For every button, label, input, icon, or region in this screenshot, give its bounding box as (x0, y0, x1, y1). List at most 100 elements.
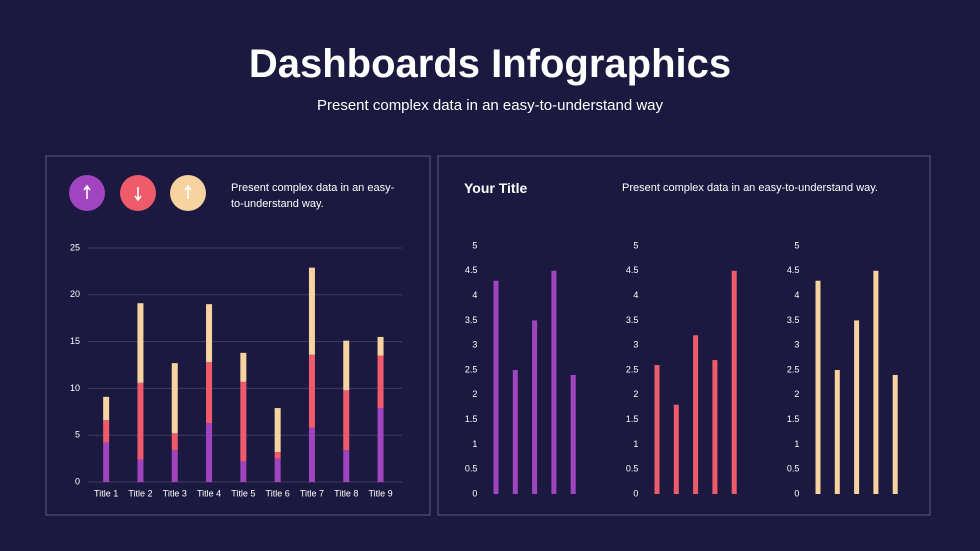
bar (673, 404, 679, 494)
bar-segment (308, 354, 315, 428)
x-tick-label: Title 3 (163, 488, 187, 498)
y-tick-label: 0.5 (465, 464, 478, 474)
y-tick-label: 2.5 (787, 364, 800, 374)
bar-segment (171, 433, 178, 451)
bar-segment (137, 459, 144, 482)
bar (493, 280, 499, 494)
bar-segment (343, 390, 350, 451)
y-tick-label: 1 (794, 439, 799, 449)
x-tick-label: Title 4 (197, 488, 221, 498)
bar-segment (103, 442, 110, 482)
x-tick-label: Title 6 (266, 488, 290, 498)
bar-segment (240, 352, 247, 382)
bar (892, 374, 898, 494)
bar-segment (274, 452, 281, 459)
y-tick-label: 0 (633, 488, 638, 498)
bar (834, 370, 840, 494)
y-tick-label: 4 (472, 290, 477, 300)
bar-segment (206, 423, 213, 482)
bar-segment (103, 396, 110, 421)
bar-segment (240, 461, 247, 482)
y-tick-label: 3 (472, 340, 477, 350)
bar (854, 320, 860, 494)
y-tick-label: 25 (70, 242, 80, 252)
bar (712, 360, 718, 494)
y-tick-label: 0 (75, 476, 80, 486)
y-tick-label: 0 (794, 488, 799, 498)
left-panel (45, 155, 431, 516)
x-tick-label: Title 2 (128, 488, 152, 498)
bar-segment (206, 362, 213, 424)
y-tick-label: 4.5 (465, 265, 478, 275)
y-tick-label: 20 (70, 289, 80, 299)
bar-segment (103, 420, 110, 443)
arrow-down (134, 187, 142, 202)
bar-segment (206, 304, 213, 363)
y-tick-label: 3.5 (787, 315, 800, 325)
y-tick-label: 1.5 (626, 414, 639, 424)
right-panel (437, 155, 931, 516)
y-tick-label: 0 (472, 488, 477, 498)
x-tick-label: Title 7 (300, 488, 324, 498)
y-tick-label: 1 (472, 439, 477, 449)
y-tick-label: 3 (794, 340, 799, 350)
y-tick-label: 5 (472, 240, 477, 250)
bar (731, 270, 737, 494)
panel-description: Present complex data in an easy-to-under… (622, 182, 878, 194)
bar (512, 370, 518, 494)
bar (570, 374, 576, 494)
bar-segment (171, 363, 178, 434)
bar-segment (137, 303, 144, 383)
y-tick-label: 2.5 (626, 364, 639, 374)
y-tick-label: 3.5 (465, 315, 478, 325)
bar-segment (377, 336, 384, 356)
bar-segment (343, 340, 350, 391)
y-tick-label: 3.5 (626, 315, 639, 325)
bar-segment (308, 427, 315, 482)
y-tick-label: 15 (70, 336, 80, 346)
panel-description: Present complex data in an easy-to-under… (231, 182, 395, 210)
panel-title: Your Title (464, 180, 528, 196)
x-tick-label: Title 9 (368, 488, 392, 498)
y-tick-label: 4 (633, 290, 638, 300)
page-subtitle: Present complex data in an easy-to-under… (316, 97, 664, 114)
y-tick-label: 2.5 (465, 364, 478, 374)
icon-up (170, 175, 206, 211)
bar-segment (171, 450, 178, 482)
y-tick-label: 5 (633, 240, 638, 250)
bar-segment (240, 381, 247, 462)
y-tick-label: 10 (70, 383, 80, 393)
arrow-up (184, 184, 192, 199)
page-title: Dashboards Infographics (248, 42, 732, 86)
y-tick-label: 2 (633, 389, 638, 399)
y-tick-label: 2 (794, 389, 799, 399)
bar-segment (274, 408, 281, 453)
y-tick-label: 1 (633, 439, 638, 449)
y-tick-label: 3 (633, 340, 638, 350)
bar (532, 320, 538, 494)
y-tick-label: 4.5 (626, 265, 639, 275)
x-tick-label: Title 5 (231, 488, 255, 498)
icon-down (120, 175, 156, 211)
bar (551, 270, 557, 494)
bar (873, 270, 879, 494)
y-tick-label: 0.5 (787, 464, 800, 474)
icon-up (69, 175, 105, 211)
bar (693, 335, 699, 494)
x-tick-label: Title 1 (94, 488, 118, 498)
bar-segment (377, 355, 384, 409)
y-tick-label: 4.5 (787, 265, 800, 275)
bar-segment (137, 382, 144, 460)
bar (815, 280, 821, 494)
bar-segment (274, 458, 281, 482)
y-tick-label: 0.5 (626, 464, 639, 474)
bar-segment (308, 267, 315, 355)
y-tick-label: 4 (794, 290, 799, 300)
arrow-up (83, 184, 91, 199)
y-tick-label: 2 (472, 389, 477, 399)
bar-segment (377, 408, 384, 482)
x-tick-label: Title 8 (334, 488, 358, 498)
y-tick-label: 5 (794, 240, 799, 250)
y-tick-label: 1.5 (465, 414, 478, 424)
